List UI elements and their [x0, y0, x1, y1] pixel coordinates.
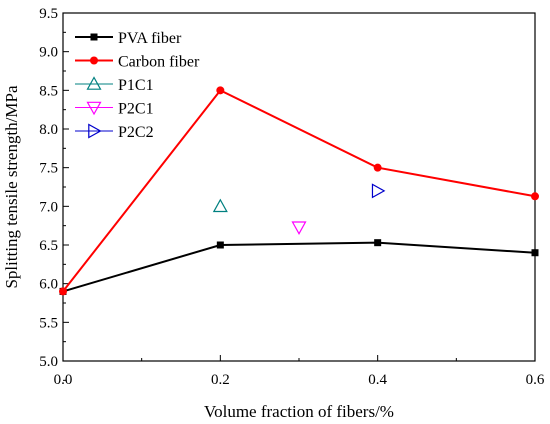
y-tick-label: 5.0 — [39, 354, 58, 370]
y-tick-label: 6.5 — [39, 238, 58, 254]
legend-marker — [86, 101, 102, 116]
legend-item: PVA fiber — [75, 30, 182, 47]
data-point — [531, 192, 539, 201]
data-point — [216, 241, 224, 249]
legend-label: P2C1 — [118, 101, 154, 118]
series-p2c1 — [291, 221, 307, 235]
legend-label: P1C1 — [118, 77, 154, 94]
y-axis-title: Splitting tensile strength/MPa — [2, 85, 21, 289]
legend-marker — [88, 123, 102, 139]
y-tick-label: 9.0 — [39, 45, 58, 61]
series-line — [62, 89, 536, 293]
x-axis-title: Volume fraction of fibers/% — [204, 402, 394, 421]
x-tick-label: 0.4 — [368, 372, 387, 388]
data-point — [374, 239, 382, 247]
legend-label: Carbon fiber — [118, 54, 200, 71]
y-tick-label: 6.0 — [39, 277, 58, 293]
legend-item: P2C1 — [75, 101, 154, 118]
data-point — [291, 221, 307, 235]
data-point — [216, 86, 225, 95]
data-point — [531, 249, 539, 257]
y-tick-label: 7.5 — [39, 161, 58, 177]
legend-marker — [86, 76, 102, 90]
series-p1c1 — [212, 198, 228, 213]
x-axis: 0.0 0.2 0.4 0.6 — [54, 355, 545, 388]
y-tick-label: 9.5 — [39, 6, 58, 22]
series-line — [62, 241, 536, 293]
y-tick-label: 5.5 — [39, 315, 58, 331]
legend-marker — [90, 56, 98, 65]
x-tick-label: 0.2 — [211, 372, 230, 388]
y-tick-label: 8.5 — [39, 83, 58, 99]
y-tick-label: 7.0 — [39, 199, 58, 215]
legend-item: P2C2 — [75, 123, 154, 141]
x-tick-label: 0.6 — [526, 372, 545, 388]
data-point — [212, 198, 228, 213]
series-layer — [59, 86, 539, 296]
series-pva-fiber — [59, 239, 539, 295]
x-tick-label: 0.0 — [54, 372, 73, 388]
legend-marker — [90, 33, 98, 41]
legend-label: P2C2 — [118, 124, 154, 141]
y-tick-label: 8.0 — [39, 122, 58, 138]
series-p2c2 — [371, 183, 386, 199]
data-point — [59, 287, 67, 296]
y-axis: 5.0 5.5 6.0 6.5 7.0 7.5 8.0 8.5 9.0 9.5 — [39, 6, 69, 381]
legend: PVA fiber Carbon fiber P1C1 P2C1 P2C2 — [75, 30, 200, 141]
data-point — [373, 163, 382, 172]
series-carbon-fiber — [59, 86, 539, 296]
legend-item: P1C1 — [75, 76, 154, 94]
data-point — [371, 183, 386, 199]
legend-label: PVA fiber — [118, 30, 182, 47]
legend-item: Carbon fiber — [75, 54, 200, 71]
